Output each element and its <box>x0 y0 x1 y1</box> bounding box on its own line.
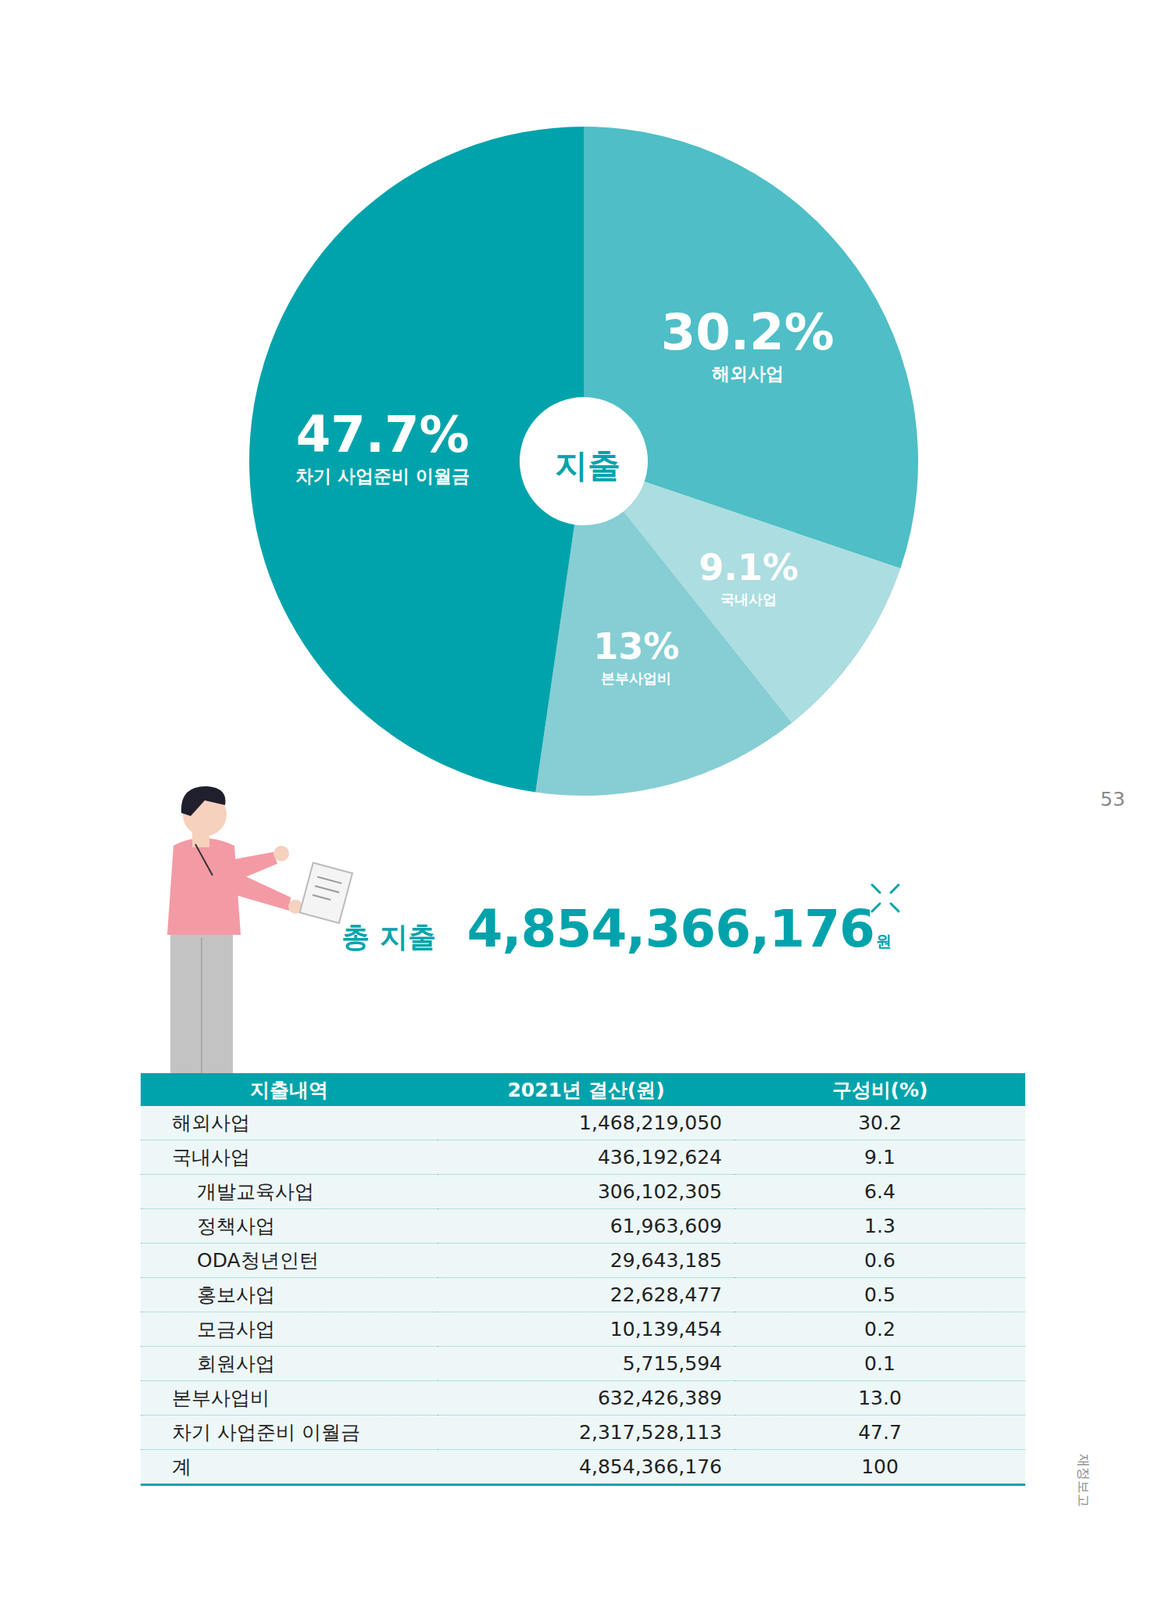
html-text:총 지출: 총 지출 <box>341 920 436 953</box>
html-text:100: 100 <box>861 1454 899 1478</box>
html-text:4,854,366,176: 4,854,366,176 <box>579 1454 723 1478</box>
svg-text:차기 사업준비 이월금: 차기 사업준비 이월금 <box>295 465 470 487</box>
html-text:6.4: 6.4 <box>864 1179 896 1203</box>
html-text:해외사업: 해외사업 <box>171 1111 251 1134</box>
html-text:회원사업: 회원사업 <box>196 1351 276 1375</box>
html-text:47.7: 47.7 <box>858 1420 902 1444</box>
html-text:53: 53 <box>1100 787 1126 811</box>
html-text:2021년 결산(원): 2021년 결산(원) <box>507 1077 665 1101</box>
html-text:436,192,624: 436,192,624 <box>597 1145 723 1169</box>
html-text:홍보사업: 홍보사업 <box>196 1283 276 1306</box>
html-text:개발교육사업: 개발교육사업 <box>196 1179 315 1203</box>
html-text:모금사업: 모금사업 <box>196 1317 276 1341</box>
html-text:정책사업: 정책사업 <box>196 1214 276 1237</box>
html-text:국내사업: 국내사업 <box>171 1145 251 1169</box>
html-text:22,628,477: 22,628,477 <box>610 1283 723 1306</box>
html-text:계: 계 <box>171 1454 192 1478</box>
html-text:5,715,594: 5,715,594 <box>622 1351 723 1375</box>
html-text:본부사업비: 본부사업비 <box>171 1386 270 1409</box>
html-text:0.2: 0.2 <box>864 1317 896 1341</box>
svg-text:13%: 13% <box>593 625 680 668</box>
svg-text:본부사업비: 본부사업비 <box>600 669 672 687</box>
html-text:차기 사업준비 이월금: 차기 사업준비 이월금 <box>171 1420 361 1444</box>
svg-text:30.2%: 30.2% <box>661 303 835 362</box>
html-text:구성비(%): 구성비(%) <box>831 1077 928 1101</box>
html-text:306,102,305: 306,102,305 <box>597 1179 723 1203</box>
html-text:원: 원 <box>875 931 892 951</box>
html-text:ODA청년인턴: ODA청년인턴 <box>196 1248 319 1272</box>
html-text:10,139,454: 10,139,454 <box>610 1317 723 1341</box>
html-text:13.0: 13.0 <box>858 1386 902 1409</box>
html-text:2,317,528,113: 2,317,528,113 <box>579 1420 723 1444</box>
html-text:0.5: 0.5 <box>864 1283 896 1306</box>
html-text:9.1: 9.1 <box>864 1145 896 1169</box>
html-text:1,468,219,050: 1,468,219,050 <box>579 1111 723 1134</box>
html-text:1.3: 1.3 <box>864 1214 896 1237</box>
html-text:재정보고: 재정보고 <box>1076 1453 1092 1507</box>
html-text:지출내역: 지출내역 <box>250 1077 329 1101</box>
svg-text:국내사업: 국내사업 <box>720 590 777 608</box>
html-text:0.1: 0.1 <box>864 1351 896 1375</box>
html-text:30.2: 30.2 <box>858 1111 902 1134</box>
svg-text:9.1%: 9.1% <box>698 546 799 589</box>
html-text:632,426,389: 632,426,389 <box>597 1386 723 1409</box>
svg-text:해외사업: 해외사업 <box>711 363 784 384</box>
html-text:0.6: 0.6 <box>864 1248 896 1272</box>
html-text:61,963,609: 61,963,609 <box>610 1214 723 1237</box>
svg-text:지출: 지출 <box>554 446 621 485</box>
svg-text:47.7%: 47.7% <box>296 405 470 464</box>
html-text:4,854,366,176: 4,854,366,176 <box>466 898 875 959</box>
html-text:29,643,185: 29,643,185 <box>610 1248 723 1272</box>
